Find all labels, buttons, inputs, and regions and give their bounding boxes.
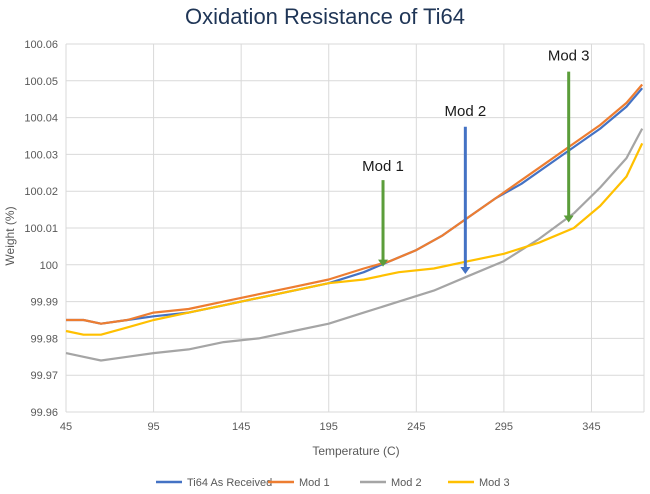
- y-tick-label: 100.02: [24, 186, 58, 198]
- x-tick-label: 345: [582, 421, 600, 433]
- annotation-arrowhead: [460, 267, 471, 274]
- annotation-arrowhead: [563, 215, 574, 223]
- y-tick-label: 100.05: [24, 76, 58, 88]
- y-tick-label: 100.04: [24, 113, 58, 125]
- y-tick-label: 100.01: [24, 223, 58, 235]
- y-tick-label: 100: [40, 260, 58, 272]
- series-lines: [65, 83, 644, 362]
- series-line: [66, 87, 644, 325]
- legend-label: Ti64 As Received: [187, 477, 272, 489]
- chart-title: Oxidation Resistance of Ti64: [184, 4, 466, 29]
- y-tick-label: 99.99: [30, 297, 58, 309]
- y-tick-label: 100.03: [24, 149, 58, 161]
- annotations: Mod 1 Mod 2 Mod 3: [362, 48, 590, 274]
- y-tick-label: 99.98: [30, 333, 58, 345]
- series-line: [66, 83, 644, 325]
- legend-label: Mod 3: [479, 477, 510, 489]
- series-line: [65, 128, 644, 362]
- y-tick-label: 100.06: [24, 39, 58, 51]
- legend-label: Mod 1: [299, 477, 330, 489]
- legend: Ti64 As Received Mod 1 Mod 2 Mod 3: [156, 477, 510, 489]
- annotation-label: Mod 1: [362, 158, 404, 175]
- grid-lines: [65, 43, 645, 413]
- x-tick-label: 245: [407, 421, 425, 433]
- x-tick-label: 45: [60, 421, 72, 433]
- annotation-arrowhead: [378, 259, 389, 267]
- annotation-label: Mod 2: [444, 103, 486, 120]
- annotation-label: Mod 3: [548, 48, 590, 65]
- x-axis-label: Temperature (C): [312, 444, 399, 458]
- legend-label: Mod 2: [391, 477, 422, 489]
- axis-ticks: 99.96 99.97 99.98 99.99 100 100.01 100.02 100.0…: [24, 39, 600, 433]
- y-tick-label: 99.96: [30, 407, 58, 419]
- x-tick-label: 295: [495, 421, 513, 433]
- x-tick-label: 195: [320, 421, 338, 433]
- x-tick-label: 95: [147, 421, 159, 433]
- y-axis-label: Weight (%): [3, 206, 17, 265]
- series-line: [65, 142, 644, 336]
- x-tick-label: 145: [232, 421, 250, 433]
- y-tick-label: 99.97: [30, 370, 58, 382]
